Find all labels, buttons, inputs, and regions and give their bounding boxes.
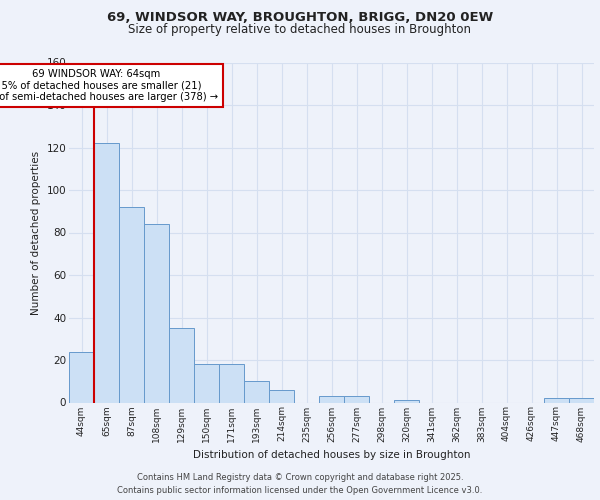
Bar bbox=[319, 396, 344, 402]
Bar bbox=[244, 381, 269, 402]
Bar bbox=[169, 328, 194, 402]
Bar bbox=[94, 143, 119, 403]
Bar bbox=[194, 364, 219, 403]
Y-axis label: Number of detached properties: Number of detached properties bbox=[31, 150, 41, 314]
Bar bbox=[144, 224, 169, 402]
Text: 69 WINDSOR WAY: 64sqm
← 5% of detached houses are smaller (21)
95% of semi-detac: 69 WINDSOR WAY: 64sqm ← 5% of detached h… bbox=[0, 69, 218, 102]
Bar bbox=[569, 398, 594, 402]
Text: 69, WINDSOR WAY, BROUGHTON, BRIGG, DN20 0EW: 69, WINDSOR WAY, BROUGHTON, BRIGG, DN20 … bbox=[107, 11, 493, 24]
Bar bbox=[544, 398, 569, 402]
Text: Contains HM Land Registry data © Crown copyright and database right 2025.
Contai: Contains HM Land Registry data © Crown c… bbox=[118, 474, 482, 495]
Bar bbox=[69, 352, 94, 403]
Text: Size of property relative to detached houses in Broughton: Size of property relative to detached ho… bbox=[128, 22, 472, 36]
Bar bbox=[344, 396, 369, 402]
Bar bbox=[269, 390, 294, 402]
Bar bbox=[394, 400, 419, 402]
Bar bbox=[219, 364, 244, 403]
Bar bbox=[119, 207, 144, 402]
X-axis label: Distribution of detached houses by size in Broughton: Distribution of detached houses by size … bbox=[193, 450, 470, 460]
